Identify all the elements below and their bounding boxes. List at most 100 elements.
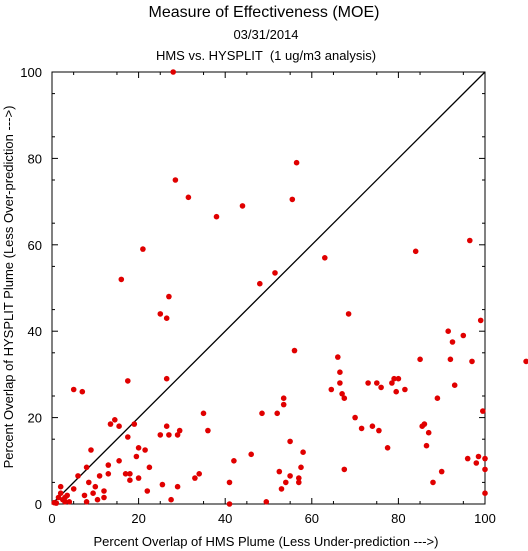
data-point: [107, 421, 114, 427]
data-point: [523, 358, 528, 365]
data-point: [94, 496, 101, 503]
data-point: [135, 475, 142, 481]
data-point: [283, 479, 289, 486]
data-point: [62, 499, 68, 505]
data-point: [341, 466, 348, 473]
data-point: [118, 276, 125, 283]
data-point: [101, 494, 107, 501]
data-point: [163, 315, 170, 322]
data-point: [412, 248, 419, 255]
chart-title: Measure of Effectiveness (MOE): [149, 4, 380, 21]
x-tick-label: 60: [305, 511, 319, 526]
data-point: [467, 237, 473, 244]
data-point: [131, 421, 138, 427]
data-point: [263, 499, 270, 505]
data-point: [464, 455, 471, 462]
x-tick-label: 80: [391, 511, 405, 526]
data-point: [142, 447, 148, 453]
data-point: [88, 447, 94, 453]
data-point: [257, 280, 263, 287]
data-point: [298, 464, 304, 471]
data-point: [116, 423, 122, 430]
data-point: [460, 332, 467, 339]
data-point: [423, 442, 430, 449]
data-point: [96, 473, 103, 479]
chart-subtitle-comparison: HMS vs. HYSPLIT (1 ug/m3 analysis): [156, 48, 376, 63]
data-point: [393, 388, 400, 395]
data-point: [159, 481, 166, 488]
y-tick-label: 40: [28, 324, 42, 339]
data-point: [57, 490, 64, 497]
data-point: [248, 451, 254, 458]
data-point: [168, 496, 174, 503]
data-point: [70, 486, 77, 492]
data-point: [280, 395, 287, 402]
data-point: [81, 492, 88, 499]
y-tick-label: 100: [20, 65, 42, 80]
data-point: [166, 293, 172, 300]
data-point: [287, 473, 293, 479]
data-point: [278, 486, 285, 492]
data-point: [391, 375, 397, 382]
data-point: [125, 434, 131, 440]
data-point: [101, 488, 107, 494]
data-point: [239, 203, 246, 209]
data-point: [402, 386, 408, 393]
data-point: [376, 427, 382, 434]
data-point: [133, 453, 140, 460]
data-point: [226, 479, 233, 486]
data-point: [86, 479, 92, 486]
data-point: [135, 445, 142, 451]
data-point: [341, 395, 348, 402]
data-point: [378, 384, 384, 391]
data-point: [53, 500, 60, 506]
data-point: [482, 455, 488, 462]
data-point: [395, 375, 402, 382]
data-point: [272, 270, 278, 276]
data-point: [196, 471, 202, 477]
data-point: [280, 401, 287, 408]
data-point: [421, 421, 428, 427]
data-point: [213, 213, 220, 220]
data-point: [144, 488, 151, 494]
data-point: [365, 380, 371, 386]
data-point: [163, 375, 170, 382]
y-tick-label: 80: [28, 151, 42, 166]
data-point: [185, 194, 192, 201]
data-point: [358, 425, 365, 432]
y-axis-label: Percent Overlap of HYSPLIT Plume (Less O…: [1, 106, 16, 469]
data-point: [374, 380, 380, 386]
data-point: [127, 477, 133, 484]
data-point: [438, 468, 445, 475]
data-point: [389, 380, 395, 386]
data-point: [369, 423, 376, 430]
data-point: [473, 460, 480, 466]
y-tick-label: 60: [28, 238, 42, 253]
data-point: [337, 380, 343, 386]
data-point: [176, 427, 183, 434]
data-point: [337, 369, 343, 376]
data-point: [64, 492, 70, 499]
data-point: [276, 468, 283, 475]
data-point: [170, 69, 176, 75]
data-point: [174, 483, 181, 490]
x-axis-label: Percent Overlap of HMS Plume (Less Under…: [94, 534, 439, 549]
data-point: [339, 391, 345, 397]
data-point: [192, 475, 198, 481]
data-point: [70, 386, 77, 393]
data-point: [291, 347, 298, 354]
data-point: [75, 473, 81, 479]
data-point: [127, 471, 133, 477]
data-point: [157, 311, 164, 317]
data-point: [287, 438, 293, 445]
data-point: [140, 246, 146, 252]
chart-subtitle-date: 03/31/2014: [233, 27, 298, 42]
data-point: [447, 356, 454, 363]
data-point: [469, 358, 475, 365]
data-point: [259, 410, 265, 417]
data-point: [125, 378, 131, 384]
data-point: [449, 339, 456, 345]
data-point: [116, 458, 122, 464]
data-point: [146, 464, 153, 471]
data-point: [83, 464, 90, 471]
